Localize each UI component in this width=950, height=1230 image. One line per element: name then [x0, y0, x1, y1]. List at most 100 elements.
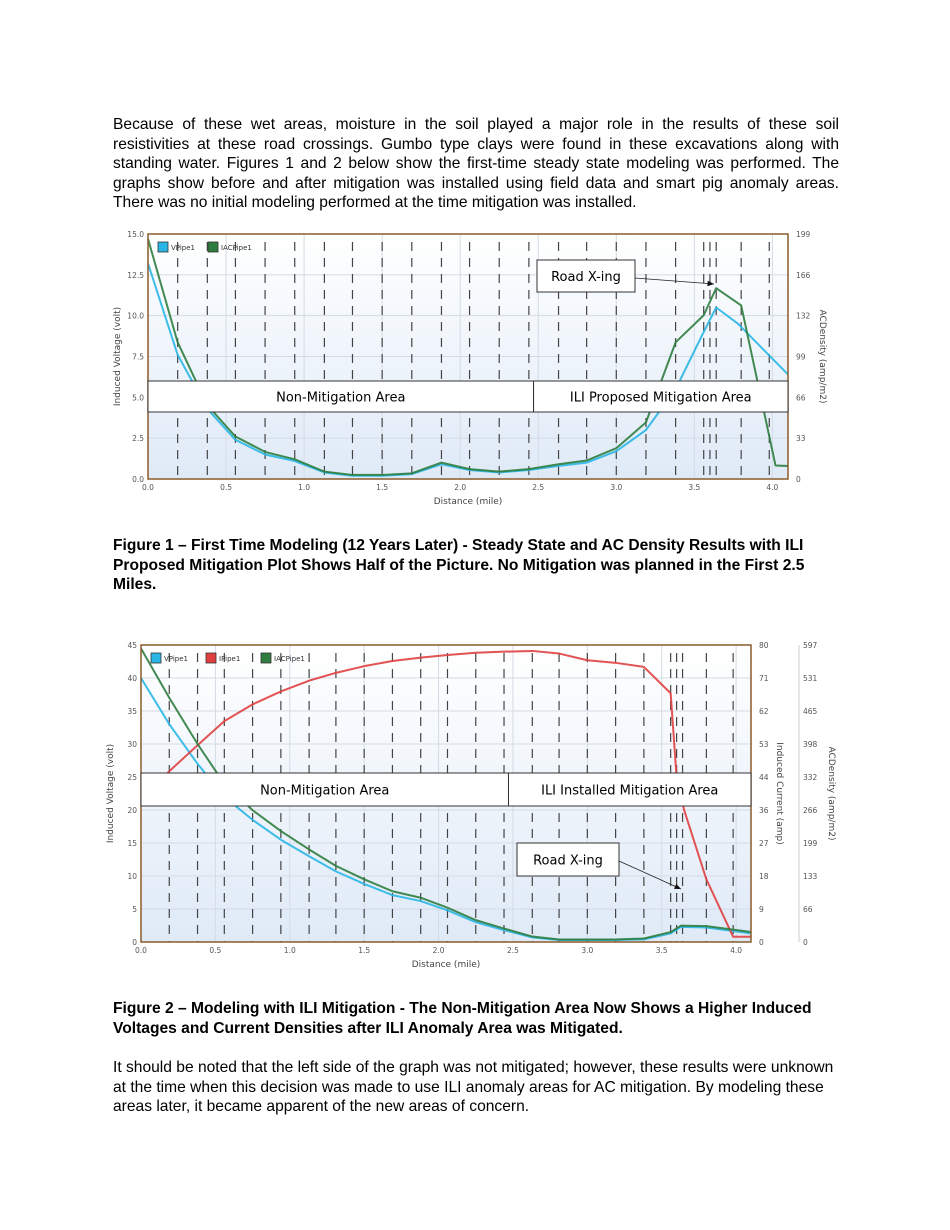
- plot-frame: [147, 233, 789, 480]
- y-tick-label: 45: [127, 641, 137, 650]
- mitigation-area-label: ILI Proposed Mitigation Area: [570, 391, 752, 406]
- y-tick-label: 30: [127, 740, 137, 749]
- y-tick-label: 15.0: [127, 230, 144, 239]
- road-crossing-callout-box: [536, 259, 636, 293]
- y3-axis-label: ACDensity (amp/m2): [826, 747, 836, 841]
- conclusion-paragraph: It should be noted that the left side of…: [113, 1059, 834, 1116]
- x-tick-label: 1.0: [284, 946, 296, 955]
- y3-tick-label: 266: [803, 806, 818, 815]
- y3-tick-label: 465: [803, 707, 818, 716]
- y2-tick-label: 0: [759, 938, 764, 947]
- figure-1-caption: Figure 1 – First Time Modeling (12 Years…: [113, 537, 805, 594]
- x-tick-label: 2.0: [454, 483, 466, 492]
- x-tick-label: 4.0: [730, 946, 742, 955]
- y2-tick-label: 0: [796, 475, 801, 484]
- y-tick-label: 40: [127, 674, 137, 683]
- y2-tick-label: 199: [796, 230, 811, 239]
- x-tick-label: 1.0: [298, 483, 310, 492]
- figure-2-chart: 0.0 0.5 1.0 1.5 2.0 2.5 3.0 3.5 4.0 0 5 10 15 20 25 30 3…: [106, 641, 836, 970]
- y2-tick-label: 44: [759, 773, 769, 782]
- x-tick-label: 2.5: [507, 946, 519, 955]
- non-mitigation-area-label: Non-Mitigation Area: [260, 784, 389, 799]
- y3-tick-label: 332: [803, 773, 818, 782]
- arrowhead-icon: [674, 883, 681, 889]
- y2-tick-label: 62: [759, 707, 769, 716]
- y3-tick-label: 199: [803, 839, 818, 848]
- legend-swatch: [207, 241, 219, 253]
- figure-1-chart: 0.0 0.5 1.0 1.5 2.0 2.5 3.0 3.5 4.0 0.0 2.5 5.0 7.5 1…: [113, 230, 827, 507]
- x-tick-label: 3.0: [581, 946, 593, 955]
- arrowhead-icon: [707, 280, 714, 287]
- y-tick-label: 5: [132, 905, 137, 914]
- y2-tick-label: 27: [759, 839, 769, 848]
- x-tick-label: 3.0: [610, 483, 622, 492]
- legend-label: IPipe1: [219, 655, 240, 663]
- x-tick-label: 4.0: [766, 483, 778, 492]
- y2-tick-label: 99: [796, 353, 806, 362]
- y2-tick-label: 18: [759, 872, 769, 881]
- y3-tick-label: 133: [803, 872, 818, 881]
- mitigation-area-box: [533, 380, 789, 413]
- y2-tick-label: 36: [759, 806, 769, 815]
- x-tick-label: 0.0: [135, 946, 147, 955]
- y2-tick-label: 66: [796, 393, 806, 402]
- intro-paragraph: Because of these wet areas, moisture in …: [113, 116, 839, 212]
- y-tick-label: 25: [127, 773, 137, 782]
- x-tick-label: 3.5: [656, 946, 668, 955]
- y2-tick-label: 71: [759, 674, 769, 683]
- y2-tick-label: 53: [759, 740, 769, 749]
- road-crossing-callout-box: [516, 842, 620, 877]
- y-tick-label: 10: [127, 872, 137, 881]
- x-tick-label: 2.0: [433, 946, 445, 955]
- y3-tick-label: 597: [803, 641, 818, 650]
- mitigation-area-label: ILI Installed Mitigation Area: [541, 784, 718, 799]
- y3-tick-label: 66: [803, 905, 813, 914]
- x-tick-label: 0.5: [209, 946, 221, 955]
- y-tick-label: 20: [127, 806, 137, 815]
- y-tick-label: 10.0: [127, 312, 144, 321]
- non-mitigation-area-label: Non-Mitigation Area: [276, 391, 405, 406]
- y2-tick-label: 166: [796, 271, 811, 280]
- y-axis-label: Induced Voltage (volt): [113, 307, 123, 406]
- x-tick-label: 0.5: [220, 483, 232, 492]
- legend-swatch: [157, 241, 169, 253]
- legend-label: IACPipe1: [221, 244, 252, 252]
- non-mitigation-area-box: [147, 380, 535, 413]
- y-tick-label: 35: [127, 707, 137, 716]
- y2-axis-label: Induced Current (amp): [774, 742, 784, 845]
- x-tick-label: 0.0: [142, 483, 154, 492]
- x-tick-label: 1.5: [376, 483, 388, 492]
- legend-swatch: [260, 652, 272, 664]
- road-crossing-arrow: [634, 277, 715, 285]
- y-tick-label: 0: [132, 938, 137, 947]
- non-mitigation-area-box: [140, 772, 509, 807]
- figure-2-caption: Figure 2 – Modeling with ILI Mitigation …: [113, 1000, 812, 1037]
- mitigation-area-box: [507, 772, 752, 807]
- y3-tick-label: 0: [803, 938, 808, 947]
- y2-tick-label: 80: [759, 641, 769, 650]
- legend-label: VPipe1: [164, 655, 188, 663]
- x-tick-label: 1.5: [358, 946, 370, 955]
- x-axis-label: Distance (mile): [434, 497, 503, 507]
- series-line-iacpipe1: [147, 238, 789, 476]
- legend-swatch: [205, 652, 217, 664]
- y-tick-label: 15: [127, 839, 137, 848]
- y3-tick-label: 398: [803, 740, 818, 749]
- y2-tick-label: 132: [796, 312, 811, 321]
- x-tick-label: 2.5: [532, 483, 544, 492]
- y3-tick-label: 531: [803, 674, 818, 683]
- y-tick-label: 5.0: [132, 393, 144, 402]
- legend-label: VPipe1: [171, 244, 195, 252]
- legend-label: IACPipe1: [274, 655, 305, 663]
- y2-tick-label: 33: [796, 434, 806, 443]
- legend-swatch: [150, 652, 162, 664]
- road-crossing-callout-label: Road X-ing: [533, 854, 603, 869]
- y2-axis-label: ACDensity (amp/m2): [817, 310, 827, 404]
- y-tick-label: 0.0: [132, 475, 144, 484]
- x-axis-label: Distance (mile): [412, 960, 481, 970]
- y-tick-label: 7.5: [132, 353, 144, 362]
- y2-tick-label: 9: [759, 905, 764, 914]
- y-axis-label: Induced Voltage (volt): [106, 744, 116, 843]
- road-crossing-arrow: [618, 860, 682, 890]
- x-tick-label: 3.5: [688, 483, 700, 492]
